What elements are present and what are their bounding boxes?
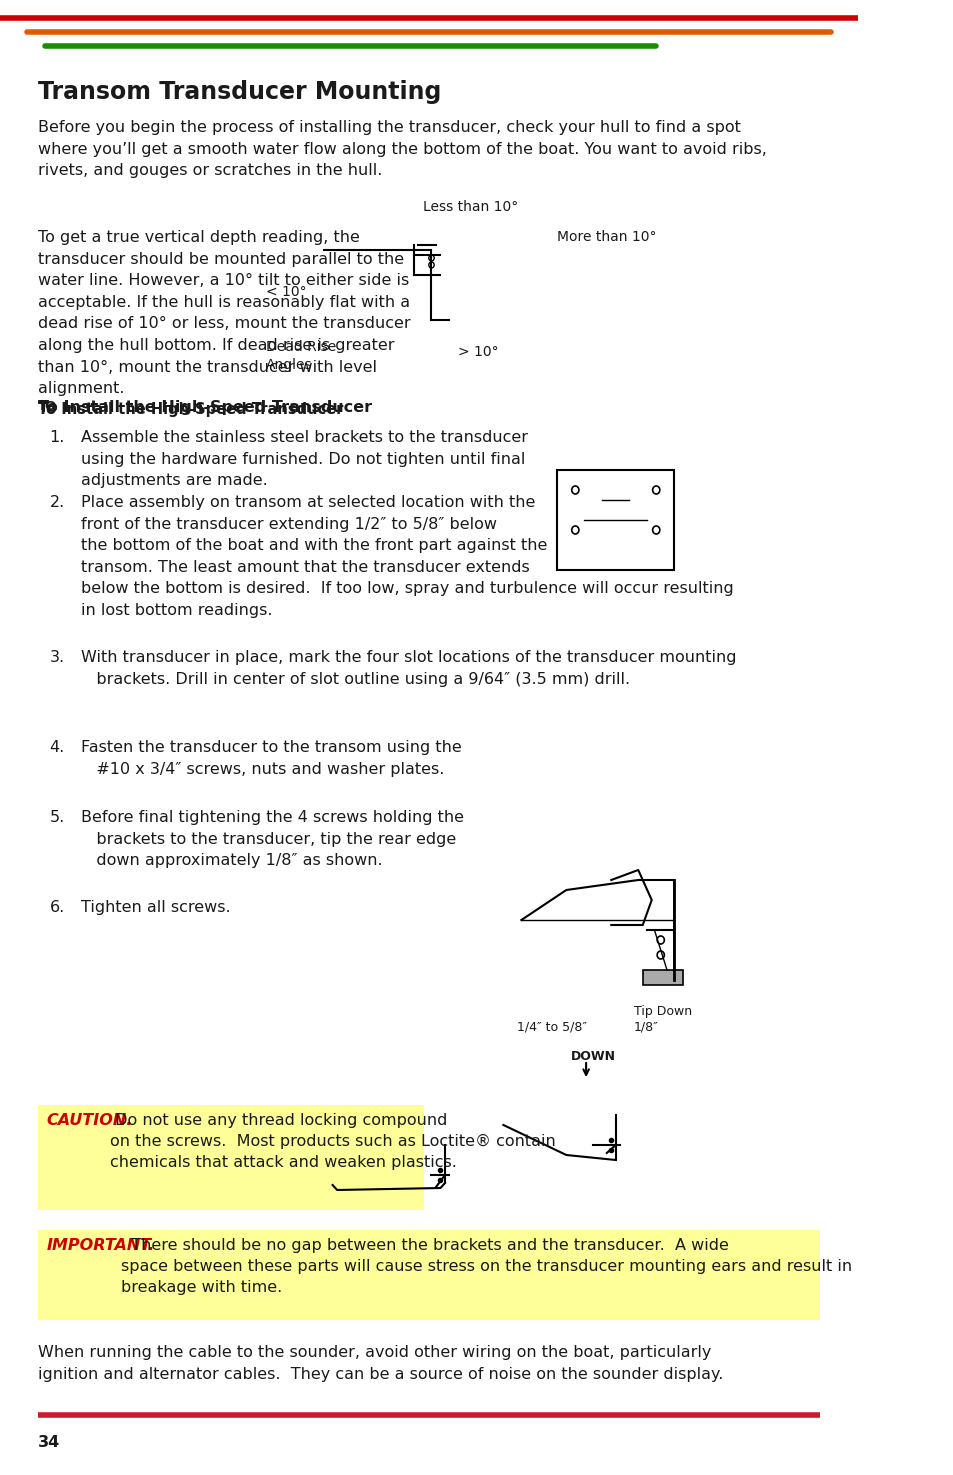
Text: To Install the High-Speed Transducer: To Install the High-Speed Transducer (38, 403, 343, 417)
Bar (642, 971, 682, 985)
Text: 34: 34 (38, 1435, 60, 1450)
Text: T: T (38, 400, 47, 413)
Text: 1.: 1. (50, 431, 65, 445)
Text: 1/8″: 1/8″ (633, 1021, 658, 1032)
Text: Before you begin the process of installing the transducer, check your hull to fi: Before you begin the process of installi… (38, 119, 766, 178)
Text: Fasten the transducer to the transom using the
   #10 x 3/4″ screws, nuts and wa: Fasten the transducer to the transom usi… (81, 740, 461, 777)
Text: 3.: 3. (50, 650, 65, 665)
Text: Tip Down: Tip Down (633, 1004, 691, 1018)
Text: With transducer in place, mark the four slot locations of the transducer mountin: With transducer in place, mark the four … (81, 650, 736, 686)
FancyBboxPatch shape (38, 1105, 424, 1210)
Text: Tighten all screws.: Tighten all screws. (81, 900, 231, 914)
Text: IMPORTANT.: IMPORTANT. (47, 1238, 155, 1252)
Text: 6.: 6. (50, 900, 65, 914)
Text: When running the cable to the sounder, avoid other wiring on the boat, particula: When running the cable to the sounder, a… (38, 1345, 722, 1382)
Text: Before final tightening the 4 screws holding the
   brackets to the transducer, : Before final tightening the 4 screws hol… (81, 810, 463, 869)
Text: Dead Rise: Dead Rise (266, 341, 336, 354)
Text: To get a true vertical depth reading, the
transducer should be mounted parallel : To get a true vertical depth reading, th… (38, 230, 410, 397)
Text: O: O (45, 400, 55, 413)
Text: CAUTION.: CAUTION. (47, 1114, 133, 1128)
Text: 2.: 2. (50, 496, 65, 510)
Text: Do not use any thread locking compound
on the screws.  Most products such as Loc: Do not use any thread locking compound o… (110, 1114, 555, 1170)
FancyBboxPatch shape (38, 1230, 819, 1320)
Text: < 10°: < 10° (266, 285, 307, 299)
Text: Angles: Angles (266, 358, 313, 372)
Text: Assemble the stainless steel brackets to the transducer
using the hardware furni: Assemble the stainless steel brackets to… (81, 431, 527, 488)
Text: DOWN: DOWN (570, 1050, 616, 1063)
Text: Place assembly on transom at selected location with the
front of the transducer : Place assembly on transom at selected lo… (81, 496, 733, 618)
Text: > 10°: > 10° (458, 345, 498, 358)
Text: Less than 10°: Less than 10° (422, 201, 517, 214)
Bar (557, 471, 674, 569)
Text: Transom Transducer Mounting: Transom Transducer Mounting (38, 80, 440, 105)
Text: 4.: 4. (50, 740, 65, 755)
Text: More than 10°: More than 10° (557, 230, 657, 243)
Text: To Install the High-Speed Transducer: To Install the High-Speed Transducer (38, 400, 372, 414)
Text: 5.: 5. (50, 810, 65, 825)
Text: 1/4″ to 5/8″: 1/4″ to 5/8″ (517, 1021, 586, 1032)
Text: There should be no gap between the brackets and the transducer.  A wide
space be: There should be no gap between the brack… (121, 1238, 852, 1295)
